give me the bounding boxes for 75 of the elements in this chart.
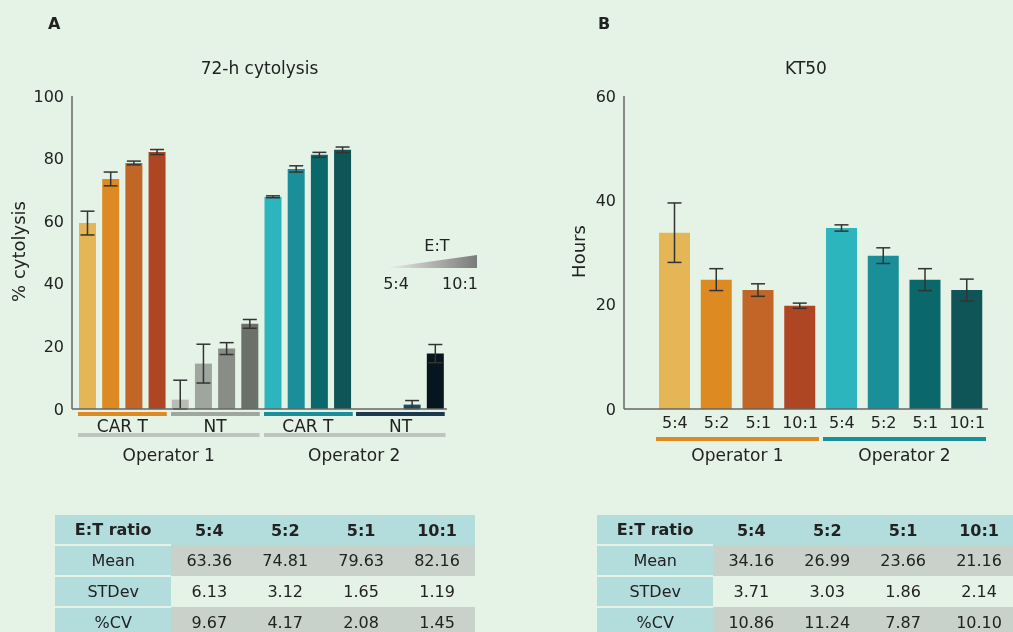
text: E:T ratio: [74, 520, 152, 539]
y-tick-label: 40: [595, 191, 616, 211]
x-tick-label: 5:2: [703, 413, 730, 433]
category-label: 5:4: [193, 519, 225, 542]
text: 2.08: [343, 612, 379, 632]
text: CAR T: [96, 416, 148, 436]
text: 10.10: [956, 612, 1002, 632]
category-label: Mean: [633, 551, 677, 570]
y-tick-label: 60: [43, 211, 64, 231]
text: 23.66: [880, 551, 927, 570]
text: 1.45: [419, 612, 455, 632]
y-tick-label: 100: [33, 86, 64, 106]
text: 3.03: [809, 582, 846, 601]
text: 1.65: [343, 582, 379, 601]
text: 9.67: [191, 612, 228, 632]
y-axis-title: Hours: [567, 224, 589, 278]
category-label: 5:2: [269, 519, 301, 542]
annotation: 10:1: [442, 274, 478, 293]
text: 74.81: [262, 551, 309, 570]
chart-title: KT50: [785, 58, 827, 78]
category-label: 5:1: [345, 519, 377, 542]
text: Operator 2: [858, 445, 951, 465]
text: 2.14: [961, 582, 997, 601]
text: Operator 1: [691, 445, 784, 465]
text: NT: [203, 416, 227, 436]
text: 34.16: [728, 551, 775, 570]
x-tick-label: 5:2: [870, 413, 897, 433]
text: 4.17: [267, 612, 304, 632]
text: B: [598, 14, 611, 33]
category-label: 10:1: [416, 519, 458, 542]
text: NT: [389, 416, 413, 436]
text: Operator 1: [122, 445, 215, 465]
x-tick-label: 5:4: [662, 413, 688, 433]
category-label: STDev: [629, 582, 681, 601]
y-tick-label: 0: [605, 399, 616, 419]
x-tick-label: 5:1: [912, 413, 939, 433]
chart-title: 72-h cytolysis: [200, 58, 319, 78]
text: CAR T: [282, 416, 334, 436]
annotation: 5:4: [383, 274, 409, 293]
x-tick-label: 5:4: [829, 413, 855, 433]
category-label: STDev: [87, 582, 139, 601]
text: E:T ratio: [616, 520, 694, 539]
text: Operator 2: [308, 445, 401, 465]
text: 82.16: [414, 551, 460, 570]
annotation: E:T: [424, 236, 450, 255]
text: 1.86: [885, 582, 921, 601]
y-tick-label: 0: [53, 399, 64, 419]
category-label: %CV: [636, 613, 674, 632]
text: 1.19: [419, 582, 455, 601]
y-axis-title: % cytolysis: [7, 200, 29, 302]
y-tick-label: 60: [595, 86, 616, 106]
x-tick-label: 10:1: [949, 413, 986, 433]
text: 21.16: [956, 551, 1002, 570]
text: 79.63: [338, 551, 385, 570]
y-tick-label: 20: [43, 337, 64, 357]
text: 3.12: [267, 582, 304, 601]
y-tick-label: 80: [43, 149, 64, 169]
category-label: 5:4: [735, 519, 767, 542]
text: 11.24: [804, 612, 851, 632]
category-label: 5:2: [811, 519, 843, 542]
text: 3.71: [733, 582, 770, 601]
text: 6.13: [191, 582, 228, 601]
y-tick-label: 20: [595, 295, 616, 315]
category-label: %CV: [94, 613, 132, 632]
text: A: [48, 14, 61, 33]
text: 63.36: [186, 551, 233, 570]
category-label: 5:1: [887, 519, 919, 542]
text: 10.86: [728, 612, 775, 632]
x-tick-label: 5:1: [745, 413, 772, 433]
category-label: 10:1: [958, 519, 1000, 542]
category-label: Mean: [91, 551, 135, 570]
text: 7.87: [885, 612, 921, 632]
x-tick-label: 10:1: [782, 413, 819, 433]
text: 26.99: [804, 551, 851, 570]
y-tick-label: 40: [43, 274, 64, 294]
